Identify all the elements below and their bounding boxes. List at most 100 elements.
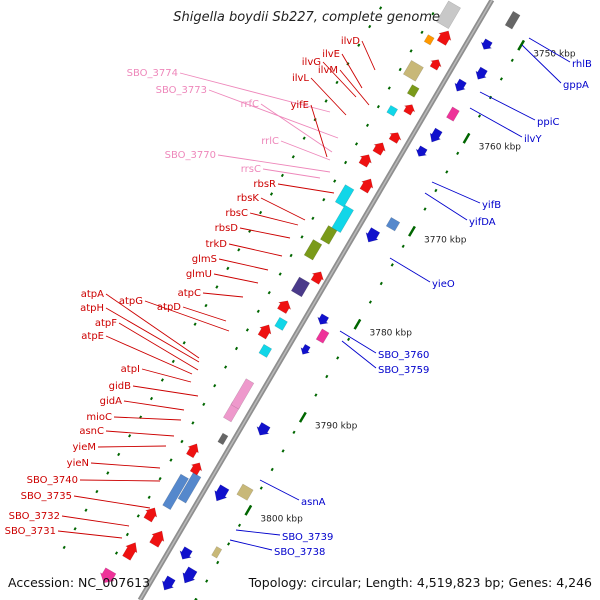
scale-dot (259, 486, 263, 490)
scale-dot (390, 263, 394, 267)
gene-leader-line (90, 462, 161, 469)
gene-feature-forward (303, 239, 323, 261)
gene-leader-line (202, 292, 244, 298)
scale-dot (73, 527, 77, 531)
scale-dot (128, 434, 132, 438)
scale-dot (169, 458, 173, 462)
gene-feature-reverse (161, 575, 176, 591)
gene-leader-line (105, 293, 200, 359)
scale-dot (300, 235, 304, 239)
gene-feature-forward (257, 324, 272, 340)
gene-leader-line (341, 53, 363, 89)
gene-label-left: ilvE (322, 49, 340, 60)
scale-dot (95, 489, 99, 494)
scale-dot (510, 58, 514, 63)
gene-leader-line (105, 307, 200, 363)
gene-label-right: ppiC (537, 117, 559, 128)
gene-label-left: SBO_3773 (156, 85, 207, 96)
gene-label-left: atpH (80, 303, 104, 314)
scale-dot (324, 99, 328, 103)
gene-leader-line (105, 335, 193, 375)
gene-label-right: SBO_3759 (378, 365, 429, 376)
scale-dot (499, 77, 503, 81)
scale-dot (401, 244, 405, 249)
gene-feature-corner (99, 567, 117, 584)
gene-feature-reverse (300, 343, 311, 355)
scale-dot (224, 365, 228, 369)
gene-leader-line (57, 530, 123, 539)
gene-label-left: glmS (192, 254, 217, 265)
gene-leader-line (182, 306, 227, 322)
gene-feature-reverse (182, 566, 198, 584)
scale-dot (379, 281, 383, 286)
scale-dot (117, 452, 121, 457)
gene-leader-line (229, 539, 273, 551)
gene-feature-forward (149, 530, 165, 548)
gene-label-left: rbsK (237, 193, 260, 204)
scale-dot (191, 421, 195, 425)
scale-dot (237, 523, 242, 528)
scale-dot (311, 216, 315, 221)
scale-dot (281, 449, 285, 453)
gene-label-left: rrfC (240, 99, 259, 110)
scale-dot (193, 322, 197, 326)
gene-feature-reverse (385, 217, 401, 232)
scale-dot (477, 114, 482, 118)
gene-feature-reverse (236, 483, 254, 501)
gene-leader-line (132, 385, 199, 397)
gene-label-left: rbsD (215, 223, 239, 234)
gene-leader-line (218, 258, 269, 271)
gene-feature-forward (402, 60, 424, 82)
gene-leader-line (213, 273, 259, 284)
gene-leader-line (277, 183, 335, 194)
gene-label-left: ilvG (302, 57, 321, 68)
scale-dot (256, 309, 260, 314)
scale-dot (227, 542, 231, 546)
scale-tick-label: 3770 kbp (424, 235, 467, 245)
scale-dot (398, 67, 402, 72)
gene-feature-forward (403, 104, 416, 116)
accession-label: Accession: NC_007613 (8, 575, 151, 590)
scale-dot (376, 104, 380, 109)
gene-feature-reverse (211, 546, 223, 559)
gene-feature-forward (189, 462, 203, 476)
gene-feature-reverse (504, 10, 521, 30)
scale-dot (314, 393, 318, 397)
scale-dot (171, 359, 175, 364)
gene-label-left: ilvM (318, 65, 338, 76)
gene-feature-reverse (454, 78, 467, 92)
scale-dot (84, 508, 88, 512)
scale-dot (379, 6, 383, 10)
gene-label-right: asnA (301, 497, 326, 508)
gene-leader-line (141, 368, 192, 383)
gene-leader-line (118, 322, 199, 371)
scale-dot (347, 337, 351, 342)
scale-dot (62, 545, 66, 550)
scale-dot (213, 383, 217, 388)
scale-dot (180, 439, 184, 444)
gene-label-left: SBO_3731 (5, 526, 56, 537)
gene-leader-line (341, 340, 377, 369)
scale-dot (149, 396, 154, 401)
gene-label-left: atpD (157, 302, 181, 313)
gene-leader-line (249, 212, 299, 226)
gene-feature-reverse (317, 313, 330, 325)
scale-dot (431, 11, 435, 16)
gene-leader-line (361, 40, 376, 71)
scale-dot (289, 253, 293, 258)
scale-dot (280, 173, 284, 178)
gene-label-left: yieM (73, 442, 96, 453)
scale-dot (434, 188, 438, 193)
gene-leader-line (113, 416, 182, 421)
gene-label-left: SBO_3770 (165, 150, 216, 161)
gene-feature-forward (310, 271, 324, 285)
scale-tick (408, 225, 416, 237)
scale-dot (325, 374, 329, 379)
gene-leader-line (310, 104, 328, 158)
gene-leader-line (144, 300, 230, 332)
gene-leader-line (431, 181, 481, 204)
scale-dot (182, 341, 186, 345)
gene-leader-line (79, 479, 161, 482)
gene-label-left: SBO_3735 (21, 491, 72, 502)
scale-dot (136, 514, 140, 518)
